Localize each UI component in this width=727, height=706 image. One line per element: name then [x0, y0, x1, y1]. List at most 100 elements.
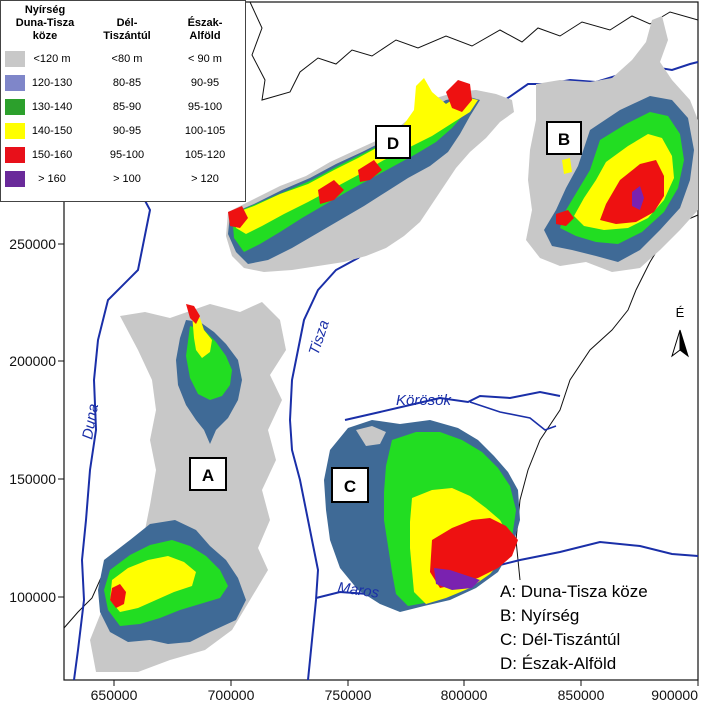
region-d-box	[375, 125, 411, 159]
legend-header-col2-line1: Dél-	[116, 17, 138, 29]
legend-cell: < 90 m	[188, 53, 222, 65]
region-a-box-label: A	[202, 466, 214, 485]
region-d-red-mid2	[358, 160, 382, 182]
region-a-south-red	[110, 584, 126, 608]
key-a: A: Duna-Tisza köze	[500, 582, 648, 601]
key-d: D: Észak-Alföld	[500, 654, 616, 673]
legend-header-col2-line2: Tiszántúl	[103, 30, 151, 42]
legend-cell: 80-85	[112, 77, 142, 89]
legend-range: 130-140	[31, 101, 73, 113]
y-tick-label: 250000	[9, 236, 56, 252]
legend-cell: <120 m	[1, 47, 89, 71]
legend-swatch	[5, 75, 25, 91]
river-korosok-2	[469, 401, 557, 431]
legend-range: > 160	[38, 173, 66, 185]
legend-cell: 150-160	[1, 143, 89, 167]
region-b-elevation	[526, 16, 698, 272]
legend-row: 120-130 80-85 90-95	[1, 71, 245, 95]
region-c-gray-hole	[356, 426, 386, 446]
y-tick-label: 200000	[9, 353, 56, 369]
legend-cell: > 160	[1, 167, 89, 191]
legend-swatch	[5, 171, 25, 187]
y-tick-label: 150000	[9, 471, 56, 487]
legend-swatch	[5, 147, 25, 163]
region-b-purple	[632, 186, 644, 210]
region-b-yellow-spot	[562, 158, 572, 174]
legend-swatch	[5, 123, 25, 139]
legend-header-col3-line1: Észak-	[187, 17, 223, 29]
y-tick-label: 100000	[9, 589, 56, 605]
region-a-north-red	[186, 304, 200, 324]
region-a-south-yellow	[110, 556, 196, 612]
x-tick-label: 900000	[651, 687, 698, 703]
x-axis	[113, 680, 699, 686]
legend-range: 120-130	[31, 77, 73, 89]
legend-cell: 90-95	[190, 77, 220, 89]
region-d-red-west	[228, 206, 248, 228]
legend-cell: 140-150	[1, 119, 89, 143]
legend-cell: > 100	[113, 173, 141, 185]
region-b-box-label: B	[558, 130, 570, 149]
legend-row: > 160 > 100 > 120	[1, 167, 245, 191]
legend-range: 140-150	[31, 125, 73, 137]
legend-row: 150-160 95-100 105-120	[1, 143, 245, 167]
legend-row: 140-150 90-95 100-105	[1, 119, 245, 143]
region-d-yellow	[232, 78, 478, 234]
legend-cell: 105-120	[184, 149, 226, 161]
legend-cell: 95-100	[187, 101, 223, 113]
region-a-elevation	[90, 302, 286, 672]
legend-cell: 100-105	[184, 125, 226, 137]
country-border-east	[515, 214, 699, 581]
legend-header-col3-line2: Alföld	[189, 30, 221, 42]
legend-row: 130-140 85-90 95-100	[1, 95, 245, 119]
legend-header-col1-line3: köze	[32, 30, 58, 42]
region-c-box-label: C	[344, 477, 356, 496]
key-c: C: Dél-Tiszántúl	[500, 630, 620, 649]
legend-header-col3: Észak- Alföld	[165, 1, 245, 47]
legend-table: Nyírség Duna-Tisza köze Dél- Tiszántúl É…	[1, 1, 245, 191]
river-label-maros: Maros	[336, 579, 380, 602]
legend-header-col1-line1: Nyírség	[24, 4, 66, 16]
y-axis	[58, 243, 64, 598]
region-d-red-east	[446, 80, 472, 112]
legend-row: <120 m <80 m < 90 m	[1, 47, 245, 71]
region-d-box-label: D	[387, 134, 399, 153]
region-d-red-mid	[318, 180, 344, 204]
legend-header-col2: Dél- Tiszántúl	[89, 1, 165, 47]
legend-swatch	[5, 99, 25, 115]
legend-cell: 85-90	[112, 101, 142, 113]
legend-header-col1-line2: Duna-Tisza	[15, 17, 75, 29]
legend-cell: 90-95	[112, 125, 142, 137]
legend-range: 150-160	[31, 149, 73, 161]
x-tick-label: 750000	[325, 687, 372, 703]
region-c-purple	[434, 568, 480, 590]
elevation-legend: Nyírség Duna-Tisza köze Dél- Tiszántúl É…	[0, 0, 246, 202]
river-label-korosok: Körösök	[396, 392, 453, 409]
legend-cell: 95-100	[109, 149, 145, 161]
river-label-duna: Duna	[79, 402, 102, 440]
legend-header-row: Nyírség Duna-Tisza köze Dél- Tiszántúl É…	[1, 1, 245, 47]
region-c-box	[331, 467, 369, 503]
region-a-north-yellow	[192, 314, 212, 358]
legend-cell: > 120	[191, 173, 219, 185]
country-border	[249, 1, 699, 101]
north-label: É	[676, 305, 685, 320]
legend-header-col1: Nyírség Duna-Tisza köze	[1, 1, 89, 47]
region-c-red	[430, 518, 518, 588]
x-tick-label: 650000	[91, 687, 138, 703]
region-b-box	[546, 121, 582, 155]
key-b: B: Nyírség	[500, 606, 579, 625]
region-c-elevation	[324, 420, 520, 612]
legend-cell: 120-130	[1, 71, 89, 95]
north-arrow-icon: É	[671, 305, 689, 358]
x-tick-label: 700000	[208, 687, 255, 703]
region-a-box	[189, 457, 227, 491]
region-b-red-west	[556, 210, 574, 226]
x-tick-label: 800000	[441, 687, 488, 703]
legend-swatch	[5, 51, 25, 67]
river-korosok	[344, 390, 561, 421]
x-tick-label: 850000	[558, 687, 605, 703]
legend-cell: 130-140	[1, 95, 89, 119]
legend-cell: <80 m	[111, 53, 143, 65]
